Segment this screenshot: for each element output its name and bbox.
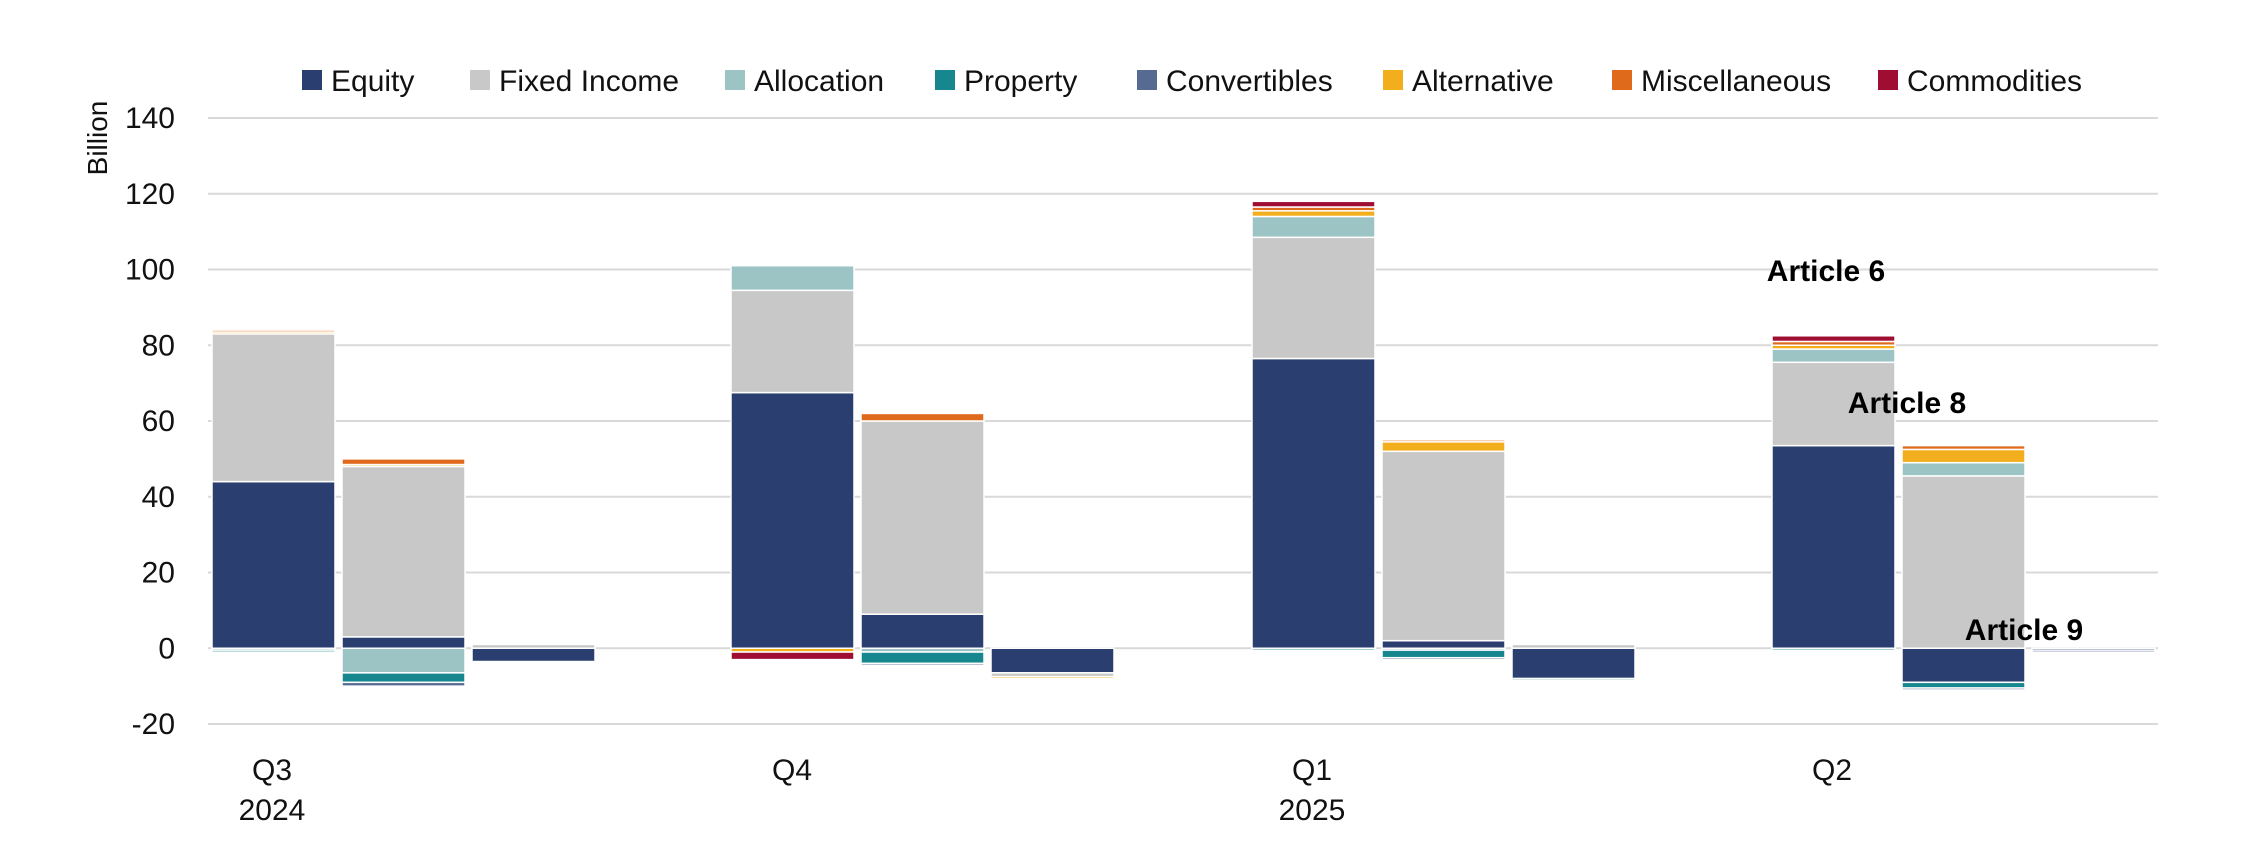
y-tick-label: 140 — [125, 102, 175, 135]
bar-segment — [1251, 357, 1376, 649]
bar-segment — [471, 647, 596, 663]
bar-segment — [990, 647, 1115, 674]
y-tick-label: 80 — [142, 329, 175, 362]
legend-swatch — [470, 70, 490, 90]
legend-label: Alternative — [1412, 65, 1554, 98]
bar-segment — [1251, 200, 1376, 208]
y-tick-label: 20 — [142, 557, 175, 590]
annotation-label: Article 6 — [1767, 255, 1885, 288]
bar-segment — [860, 420, 985, 615]
bar-segment — [1381, 441, 1506, 453]
legend-label: Miscellaneous — [1641, 65, 1831, 98]
legend-swatch — [1612, 70, 1632, 90]
y-axis-label: Billion — [82, 101, 113, 176]
y-tick-label: 60 — [142, 405, 175, 438]
annotation-label: Article 9 — [1965, 614, 2083, 647]
bar-segment — [471, 643, 596, 650]
bar-segment — [860, 662, 985, 667]
bar-segment — [1901, 461, 2026, 477]
bar-segment — [860, 613, 985, 649]
bar-segment — [1381, 656, 1506, 661]
bar-segment — [1251, 215, 1376, 239]
bar-segment — [341, 672, 466, 684]
bar-segment — [730, 391, 855, 649]
bar-segment — [1901, 687, 2026, 691]
bar-segment — [1771, 647, 1896, 651]
x-tick-label: Q1 — [1292, 754, 1332, 787]
x-tick-label: Q3 — [252, 754, 292, 787]
bar-segment — [341, 465, 466, 638]
legend-swatch — [1137, 70, 1157, 90]
bar-segment — [990, 675, 1115, 680]
bar-segment — [2031, 649, 2156, 653]
bar-segment — [1511, 647, 1636, 680]
bar-segment — [211, 480, 336, 649]
bar-segment — [341, 458, 466, 466]
bar-segment — [1771, 348, 1896, 364]
y-tick-label: 40 — [142, 481, 175, 514]
x-axis-ticks: Q3 2024 Q4 Q1 2025 Q2 — [239, 754, 1852, 827]
annotation-label: Article 8 — [1848, 387, 1966, 420]
bar-segment — [730, 264, 855, 292]
x-tick-label: Q4 — [772, 754, 812, 787]
y-tick-label: 0 — [158, 632, 175, 665]
legend-swatch — [302, 70, 322, 90]
bar-segment — [730, 651, 855, 661]
bars — [211, 200, 2156, 691]
legend-label: Property — [964, 65, 1077, 98]
bar-segment — [1511, 643, 1636, 650]
legend-label: Commodities — [1907, 65, 2082, 98]
annotations: Article 6 Article 8 Article 9 — [1767, 255, 2083, 647]
x-tick-sublabel: 2024 — [239, 794, 306, 827]
bar-segment — [1511, 677, 1636, 682]
bar-segment — [1381, 649, 1506, 659]
legend-label: Fixed Income — [499, 65, 679, 98]
bar-segment — [1901, 475, 2026, 650]
bar-segment — [211, 333, 336, 483]
legend-swatch — [725, 70, 745, 90]
y-tick-label: 120 — [125, 178, 175, 211]
bar-segment — [1901, 647, 2026, 684]
bar-segment — [860, 651, 985, 665]
bar-segment — [1251, 210, 1376, 218]
bar-segment — [1901, 448, 2026, 464]
legend-label: Allocation — [754, 65, 884, 98]
legend-swatch — [935, 70, 955, 90]
y-tick-label: -20 — [132, 708, 175, 741]
bar-segment — [341, 647, 466, 674]
x-tick-label: Q2 — [1812, 754, 1852, 787]
bar-segment — [1381, 439, 1506, 443]
legend-swatch — [1383, 70, 1403, 90]
bar-segment — [341, 636, 466, 650]
bar-segment — [1381, 450, 1506, 642]
bar-segment — [1771, 444, 1896, 649]
bar-segment — [1251, 236, 1376, 360]
bar-segment — [1901, 444, 2026, 451]
legend: Equity Fixed Income Allocation Property Conv… — [302, 65, 2082, 98]
legend-label: Equity — [331, 65, 414, 98]
legend-label: Convertibles — [1166, 65, 1333, 98]
bar-segment — [1901, 681, 2026, 689]
bar-segment — [1251, 647, 1376, 651]
legend-swatch — [1878, 70, 1898, 90]
y-axis-ticks: -20 0 20 40 60 80 100 120 140 — [125, 102, 175, 741]
bar-segment — [211, 649, 336, 653]
x-tick-sublabel: 2025 — [1279, 794, 1346, 827]
bar-segment — [1771, 335, 1896, 343]
bar-segment — [211, 329, 336, 333]
bar-segment — [860, 412, 985, 422]
y-tick-label: 100 — [125, 254, 175, 287]
bar-segment — [730, 289, 855, 394]
bar-segment — [1381, 639, 1506, 649]
bar-segment — [341, 681, 466, 687]
